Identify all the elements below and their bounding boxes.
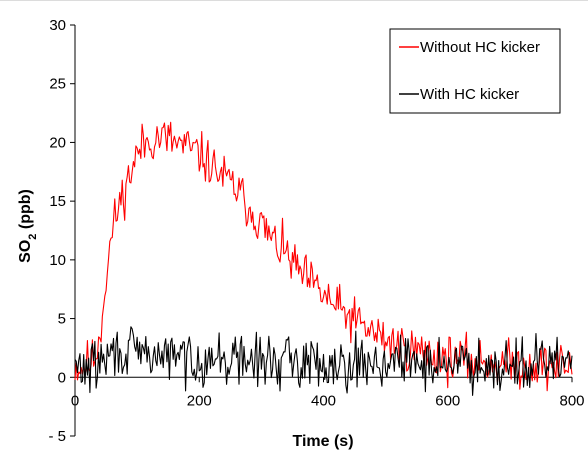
x-tick-label: 600 — [435, 392, 460, 409]
y-tick-label: 10 — [49, 252, 66, 269]
x-tick-label: 400 — [311, 392, 336, 409]
x-tick-label: 200 — [187, 392, 212, 409]
series-line-without-hc-kicker — [74, 121, 573, 392]
plot-area: - 5 0 5 10 15 20 25 30 0 200 400 600 800 — [48, 17, 584, 445]
y-tick-label: 5 — [58, 311, 66, 328]
y-tick-label: 30 — [49, 17, 66, 34]
legend-box — [389, 28, 561, 114]
legend-label-without-hc-kicker: Without HC kicker — [420, 39, 540, 56]
legend: Without HC kicker With HC kicker — [389, 28, 561, 114]
y-axis-title: SO2 (ppb) — [17, 189, 39, 263]
y-tick-label: 15 — [49, 193, 66, 210]
x-tick-label: 0 — [71, 392, 79, 409]
y-axis-title-unit: (ppb) — [17, 189, 34, 233]
y-tick-label: 20 — [49, 134, 66, 151]
y-tick-label: - 5 — [48, 428, 66, 445]
y-axis-title-main: SO — [17, 240, 34, 263]
y-axis-title-subscript: 2 — [27, 234, 39, 240]
y-tick-label: 0 — [58, 369, 66, 386]
series-line-with-hc-kicker — [74, 326, 573, 396]
legend-label-with-hc-kicker: With HC kicker — [420, 86, 519, 103]
top-divider — [0, 0, 588, 1]
y-tick-label: 25 — [49, 76, 66, 93]
x-axis-title: Time (s) — [292, 433, 353, 450]
x-tick-label: 800 — [559, 392, 584, 409]
